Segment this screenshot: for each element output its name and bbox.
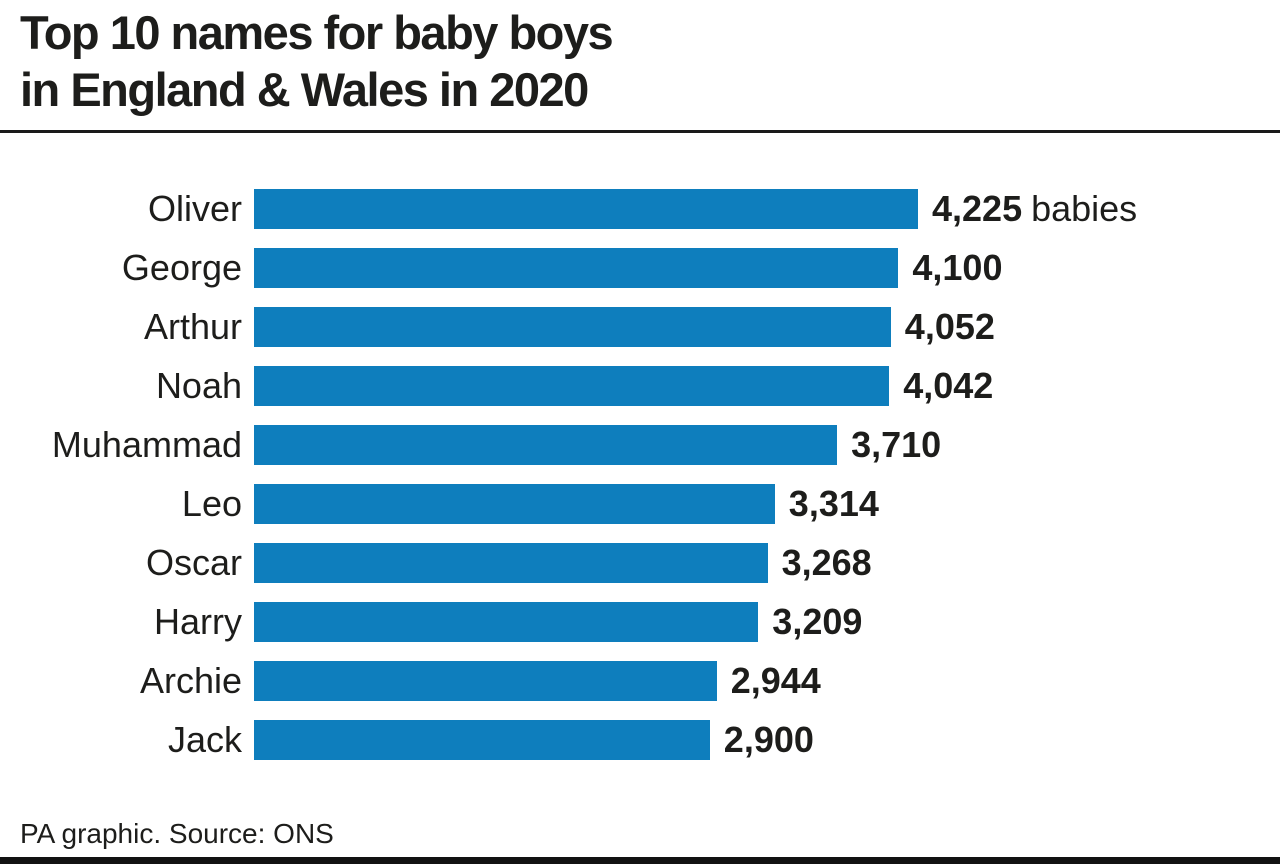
bar-row: Noah 4,042 bbox=[0, 365, 1280, 407]
bar bbox=[254, 425, 838, 465]
bar-row: George 4,100 bbox=[0, 247, 1280, 289]
bar-track: 4,042 bbox=[254, 365, 1280, 407]
bar-value-number: 2,900 bbox=[723, 719, 814, 760]
bar bbox=[254, 189, 918, 229]
bottom-rule bbox=[0, 857, 1280, 864]
bar-track: 3,314 bbox=[254, 483, 1280, 525]
bar-value-number: 3,268 bbox=[781, 542, 872, 583]
bar-value-number: 2,944 bbox=[730, 660, 821, 701]
bar-value: 4,225 babies bbox=[932, 188, 1137, 230]
bar-label: Oscar bbox=[145, 542, 242, 583]
bar-track: 2,944 bbox=[254, 660, 1280, 702]
bar bbox=[254, 543, 768, 583]
bar-row: Arthur 4,052 bbox=[0, 306, 1280, 348]
bar bbox=[254, 307, 891, 347]
bar-value-number: 3,314 bbox=[788, 483, 879, 524]
bar-label: George bbox=[121, 247, 242, 288]
bar-chart: Oliver 4,225 babies George 4,100 Arthur 4… bbox=[0, 188, 1280, 761]
bar-track: 3,268 bbox=[254, 542, 1280, 584]
bar-label: Noah bbox=[155, 365, 242, 406]
chart-rows: Oliver 4,225 babies George 4,100 Arthur 4… bbox=[0, 188, 1280, 761]
bar-value: 3,710 bbox=[851, 424, 941, 466]
credit-text: PA graphic. Source: ONS bbox=[20, 818, 334, 849]
bar-value-number: 3,209 bbox=[772, 601, 863, 642]
bar-value-number: 3,710 bbox=[851, 424, 942, 465]
bar-label: Jack bbox=[167, 719, 242, 760]
bar bbox=[254, 366, 890, 406]
bar-track: 4,052 bbox=[254, 306, 1280, 348]
bar-value: 2,944 bbox=[731, 660, 821, 702]
bar-label: Oliver bbox=[147, 188, 242, 229]
bar-value-number: 4,042 bbox=[903, 365, 994, 406]
bar-value-number: 4,052 bbox=[904, 306, 995, 347]
bar-value: 4,052 bbox=[905, 306, 995, 348]
title-line-2: in England & Wales in 2020 bbox=[20, 63, 589, 116]
bar-value: 2,900 bbox=[724, 719, 814, 761]
bar-track: 2,900 bbox=[254, 719, 1280, 761]
page-title: Top 10 names for baby boys in England & … bbox=[0, 0, 1280, 118]
bar bbox=[254, 248, 899, 288]
bar-row: Jack 2,900 bbox=[0, 719, 1280, 761]
bar bbox=[254, 602, 759, 642]
bar-value: 3,314 bbox=[789, 483, 879, 525]
bar-row: Oscar 3,268 bbox=[0, 542, 1280, 584]
bar-label: Harry bbox=[154, 601, 242, 642]
bar bbox=[254, 484, 775, 524]
bar-row: Leo 3,314 bbox=[0, 483, 1280, 525]
bar-value-number: 4,225 bbox=[932, 188, 1023, 229]
bar-label: Leo bbox=[181, 483, 242, 524]
bar-label: Muhammad bbox=[51, 424, 242, 465]
bar-row: Oliver 4,225 babies bbox=[0, 188, 1280, 230]
bar-row: Muhammad 3,710 bbox=[0, 424, 1280, 466]
bar-track: 4,225 babies bbox=[254, 188, 1280, 230]
bar-value: 3,268 bbox=[782, 542, 872, 584]
bar-row: Archie 2,944 bbox=[0, 660, 1280, 702]
bar-label: Arthur bbox=[143, 306, 242, 347]
bar-row: Harry 3,209 bbox=[0, 601, 1280, 643]
title-line-1: Top 10 names for baby boys bbox=[20, 6, 614, 59]
bar-track: 4,100 bbox=[254, 247, 1280, 289]
bar-track: 3,209 bbox=[254, 601, 1280, 643]
title-divider-rule bbox=[0, 130, 1280, 133]
bar-value: 3,209 bbox=[772, 601, 862, 643]
bar-value-number: 4,100 bbox=[912, 247, 1003, 288]
bar bbox=[254, 720, 710, 760]
bar-label: Archie bbox=[139, 660, 242, 701]
bar-value: 4,100 bbox=[912, 247, 1002, 289]
bar bbox=[254, 661, 717, 701]
bar-value: 4,042 bbox=[903, 365, 993, 407]
bar-track: 3,710 bbox=[254, 424, 1280, 466]
bar-value-suffix: babies bbox=[1031, 188, 1138, 229]
